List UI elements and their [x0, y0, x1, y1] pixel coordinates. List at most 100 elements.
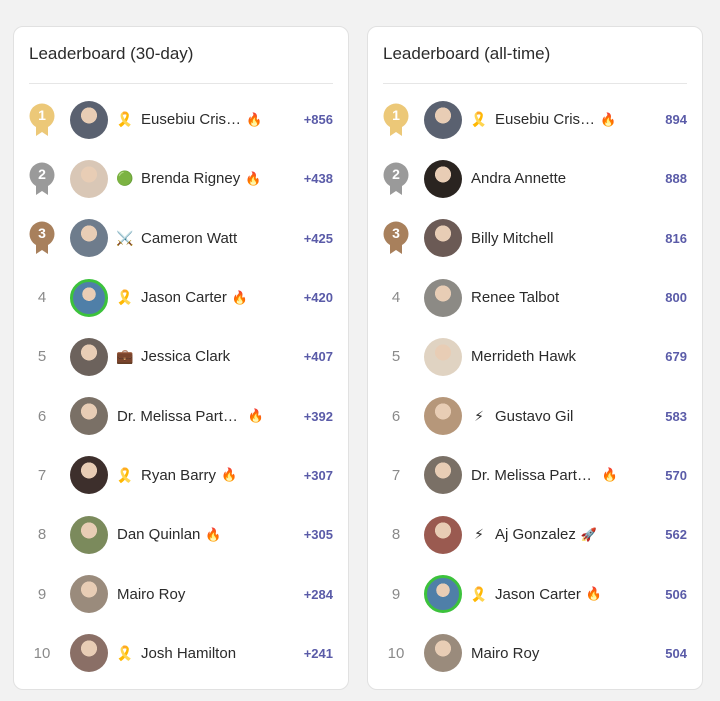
rank: 2: [368, 162, 424, 196]
fire-icon: 🔥: [246, 111, 263, 127]
leaderboard-row[interactable]: 6 Dr. Melissa Part… 🔥 +392: [14, 386, 348, 445]
member-name[interactable]: Merrideth Hawk: [471, 348, 577, 366]
avatar[interactable]: [70, 575, 108, 614]
avatar[interactable]: [424, 456, 462, 495]
bronze-medal-icon: 3: [383, 221, 409, 255]
points-score: 583: [665, 408, 687, 424]
member-name[interactable]: Jason Carter: [495, 585, 581, 603]
bronze-medal-icon: 3: [29, 221, 55, 255]
leaderboard-row[interactable]: 5 💼 Jessica Clark +407: [14, 327, 348, 386]
leaderboard-row[interactable]: 3 Billy Mitchell 816: [368, 209, 702, 268]
status-badge-icon: 🎗️: [116, 466, 134, 483]
member-name[interactable]: Brenda Rigney: [141, 170, 241, 188]
member-name[interactable]: Gustavo Gil: [495, 407, 574, 425]
rank-number: 2: [392, 165, 400, 182]
points-score: +284: [303, 586, 333, 602]
rank-number: 10: [33, 644, 51, 662]
member-name[interactable]: Eusebiu Cris…: [495, 111, 596, 129]
status-badge-icon: 🎗️: [470, 111, 488, 128]
member-name[interactable]: Jason Carter: [141, 289, 227, 307]
leaderboard-row[interactable]: 5 Merrideth Hawk 679: [368, 327, 702, 386]
leaderboard-row[interactable]: 3 ⚔️ Cameron Watt +425: [14, 209, 348, 268]
avatar[interactable]: [424, 278, 462, 317]
avatar[interactable]: [70, 337, 108, 376]
member-name[interactable]: Josh Hamilton: [141, 644, 237, 662]
rank: 6: [368, 408, 424, 425]
avatar[interactable]: [424, 634, 462, 673]
leaderboard-row[interactable]: 8 Dan Quinlan 🔥 +305: [14, 505, 348, 564]
leaderboard-row[interactable]: 6 ⚡ Gustavo Gil 583: [368, 386, 702, 445]
points-score: +407: [303, 349, 333, 365]
fire-icon: 🔥: [247, 408, 265, 424]
avatar[interactable]: [424, 219, 462, 258]
rank-number: 10: [387, 644, 405, 662]
member-name[interactable]: Mairo Roy: [117, 585, 186, 603]
status-badge-icon: 🎗️: [470, 585, 488, 602]
avatar[interactable]: [70, 100, 108, 139]
rank: 3: [14, 221, 70, 255]
leaderboard-row[interactable]: 10 🎗️ Josh Hamilton +241: [14, 624, 348, 683]
status-badge-icon: ⚡: [474, 526, 484, 543]
member-name[interactable]: Mairo Roy: [471, 644, 540, 662]
member-name[interactable]: Dr. Melissa Part…: [117, 407, 238, 425]
avatar[interactable]: [424, 337, 462, 376]
points-score: 570: [665, 467, 687, 483]
rank: 5: [14, 348, 70, 365]
member-name[interactable]: Andra Annette: [471, 170, 567, 188]
leaderboard-row[interactable]: 1 🎗️ Eusebiu Cris… 🔥 894: [368, 90, 702, 149]
rank: 8: [368, 526, 424, 543]
points-score: 800: [665, 290, 687, 306]
leaderboard-row[interactable]: 7 🎗️ Ryan Barry 🔥 +307: [14, 446, 348, 505]
avatar[interactable]: [424, 515, 462, 554]
avatar[interactable]: [70, 634, 108, 673]
leaderboard-row[interactable]: 9 Mairo Roy +284: [14, 564, 348, 623]
divider: [29, 83, 333, 84]
rank: 7: [368, 467, 424, 484]
rank-number: 9: [37, 585, 47, 603]
leaderboard-row[interactable]: 4 Renee Talbot 800: [368, 268, 702, 327]
leaderboard-row[interactable]: 7 Dr. Melissa Part… 🔥 570: [368, 446, 702, 505]
avatar[interactable]: [70, 219, 108, 258]
member-name[interactable]: Aj Gonzalez: [495, 526, 576, 544]
avatar[interactable]: [70, 397, 108, 436]
rank: 3: [368, 221, 424, 255]
avatar[interactable]: [424, 159, 462, 198]
avatar[interactable]: [424, 100, 462, 139]
avatar[interactable]: [424, 575, 462, 614]
rocket-icon: 🚀: [580, 526, 598, 542]
member-name[interactable]: Billy Mitchell: [471, 229, 554, 247]
rank-number: 3: [392, 225, 400, 242]
leaderboard-row[interactable]: 10 Mairo Roy 504: [368, 624, 702, 683]
member-name[interactable]: Renee Talbot: [471, 289, 560, 307]
avatar[interactable]: [70, 456, 108, 495]
leaderboard-row[interactable]: 8 ⚡ Aj Gonzalez 🚀 562: [368, 505, 702, 564]
member-name[interactable]: Dr. Melissa Part…: [471, 466, 592, 484]
leaderboard-all-time-card: Leaderboard (all-time) 1 🎗️ Eusebiu Cris… 🔥…: [367, 26, 703, 690]
leaderboard-row[interactable]: 1 🎗️ Eusebiu Cris… 🔥 +856: [14, 90, 348, 149]
avatar[interactable]: [70, 515, 108, 554]
member-name[interactable]: Cameron Watt: [141, 229, 238, 247]
rank-number: 7: [391, 466, 401, 484]
card-title: Leaderboard (30-day): [29, 44, 194, 63]
avatar[interactable]: [424, 397, 462, 436]
status-badge-icon: 🟢: [116, 170, 134, 187]
avatar[interactable]: [70, 159, 108, 198]
leaderboard-row[interactable]: 2 🟢 Brenda Rigney 🔥 +438: [14, 149, 348, 208]
points-score: +420: [303, 290, 333, 306]
leaderboard-row[interactable]: 9 🎗️ Jason Carter 🔥 506: [368, 564, 702, 623]
points-score: +425: [303, 230, 333, 246]
status-badge-icon: 🎗️: [116, 111, 134, 128]
fire-icon: 🔥: [600, 111, 617, 127]
member-name[interactable]: Ryan Barry: [141, 466, 217, 484]
points-score: 506: [665, 586, 687, 602]
avatar[interactable]: [70, 278, 108, 317]
points-score: 562: [665, 527, 687, 543]
member-name[interactable]: Dan Quinlan: [117, 526, 201, 544]
leaderboard-list: 1 🎗️ Eusebiu Cris… 🔥 894 2 Andra Annette 888 3 Bi…: [368, 90, 702, 683]
member-name[interactable]: Eusebiu Cris…: [141, 111, 242, 129]
member-name[interactable]: Jessica Clark: [141, 348, 231, 366]
rank-number: 7: [37, 466, 47, 484]
rank-number: 3: [38, 225, 46, 242]
leaderboard-row[interactable]: 2 Andra Annette 888: [368, 149, 702, 208]
leaderboard-row[interactable]: 4 🎗️ Jason Carter 🔥 +420: [14, 268, 348, 327]
